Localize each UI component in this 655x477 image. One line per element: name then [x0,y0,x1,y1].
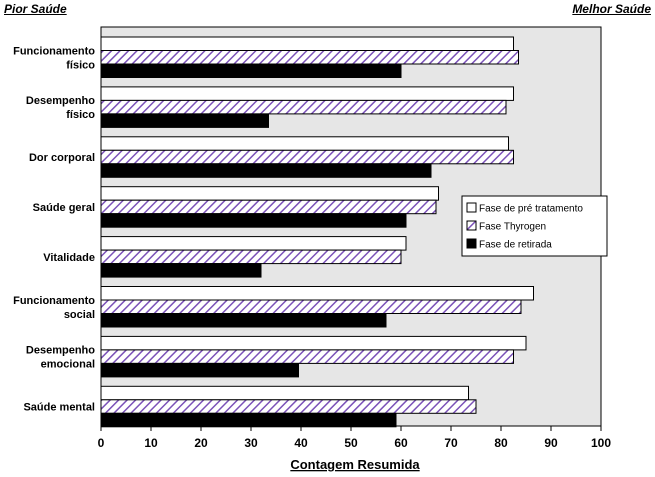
x-tick-label: 70 [444,436,458,450]
legend-box [461,195,608,257]
x-tick-label: 60 [394,436,408,450]
bar-black-6 [100,362,299,378]
bar-black-5 [100,313,387,328]
bar-hatched-4 [100,249,402,265]
bar-hatched-6 [100,349,514,364]
category-label: Dor corporal [29,152,95,164]
bar-white-4 [100,236,407,251]
bar-black-2 [100,163,432,178]
worse-health-label: Pior Saúde [4,2,67,16]
category-label: Funcionamento social [13,295,95,321]
legend-label: Fase Thyrogen [479,222,546,233]
bar-black-7 [100,412,397,428]
bar-black-3 [100,213,407,228]
legend-label: Fase de retirada [479,240,552,251]
x-tick-label: 30 [244,436,258,450]
legend-swatch-white [466,202,477,213]
category-label: Vitalidade [43,252,95,264]
category-label: Saúde mental [23,402,95,414]
x-tick-label: 40 [294,436,308,450]
x-tick-label: 100 [591,436,611,450]
x-tick-label: 0 [98,436,105,450]
category-label: Desempenho emocional [26,345,95,371]
bar-white-5 [100,286,534,301]
bar-black-4 [100,263,262,278]
better-health-label: Melhor Saúde [572,2,651,16]
bar-black-0 [100,63,402,78]
bar-black-1 [100,113,269,128]
x-tick-label: 80 [494,436,508,450]
bar-hatched-3 [100,199,437,215]
bar-white-7 [100,385,469,401]
bar-white-1 [100,86,514,101]
bar-white-3 [100,186,439,201]
bar-hatched-7 [100,399,477,414]
bar-white-0 [100,36,514,51]
x-tick-label: 20 [194,436,208,450]
legend-swatch-hatched [466,220,477,231]
bar-hatched-5 [100,299,522,314]
category-label: Funcionamento físico [13,45,95,71]
bar-hatched-0 [100,50,519,65]
x-axis-title: Contagem Resumida [290,457,420,472]
category-label: Desempenho físico [26,95,95,121]
x-tick-label: 90 [544,436,558,450]
legend-swatch-black [466,238,477,249]
bar-white-2 [100,136,509,151]
bar-hatched-1 [100,99,507,115]
category-label: Saúde geral [33,202,95,214]
legend: Fase de pré tratamento Fase Thyrogen Fase … [461,195,608,257]
bar-hatched-2 [100,149,514,165]
legend-label: Fase de pré tratamento [479,204,583,215]
x-tick-label: 50 [344,436,358,450]
x-tick-label: 10 [144,436,158,450]
bar-white-6 [100,335,527,351]
